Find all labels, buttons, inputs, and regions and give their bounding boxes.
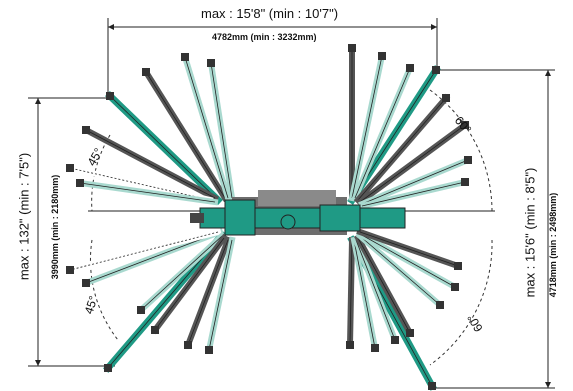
outrigger-arm-centerline	[359, 235, 441, 306]
outrigger-arm-centerline	[208, 239, 233, 351]
outrigger-arm-centerline	[357, 97, 447, 201]
outrigger-foot-pad	[461, 178, 469, 186]
outrigger-foot-pad	[391, 336, 399, 344]
outrigger-arm-centerline	[140, 235, 223, 311]
outrigger-foot-pad	[436, 301, 444, 309]
outrigger-foot-pad	[346, 341, 354, 349]
outrigger-foot-pad	[106, 92, 114, 100]
outrigger-arm-centerline	[351, 55, 383, 199]
outrigger-arm	[66, 164, 214, 204]
outrigger-arm-centerline	[79, 182, 216, 203]
outrigger-foot-pad	[82, 126, 90, 134]
width-metric-label: 4782mm (min : 3232mm)	[212, 32, 317, 42]
outrigger-foot-pad	[66, 266, 74, 274]
outrigger-arm-centerline	[353, 239, 376, 349]
outrigger-foot-pad	[406, 64, 414, 72]
outrigger-foot-pad	[454, 262, 462, 270]
outrigger-foot-pad	[464, 156, 472, 164]
outrigger-foot-pad	[378, 52, 386, 60]
outrigger-foot-pad	[205, 346, 213, 354]
outrigger-foot-pad	[451, 283, 459, 291]
outrigger-arm-centerline	[69, 231, 219, 271]
outrigger-arm-centerline	[359, 231, 459, 267]
outrigger-foot-pad	[181, 53, 189, 61]
outrigger-arm-centerline	[361, 181, 466, 207]
outrigger-arm-centerline	[355, 239, 396, 341]
right-height-imperial-label: max : 15'6" (min : 8'5")	[522, 167, 538, 298]
outrigger-arm-centerline	[359, 233, 456, 288]
outriggers	[66, 44, 472, 391]
outrigger-foot-pad	[461, 121, 469, 129]
outrigger-arm-centerline	[361, 159, 469, 205]
outrigger-arm-centerline	[154, 237, 225, 331]
outrigger-arm-centerline	[85, 231, 221, 284]
left-height-imperial-label: max : 132" (min : 7'5")	[16, 152, 32, 281]
outrigger-foot-pad	[207, 59, 215, 67]
width-imperial-label: max : 15'8" (min : 10'7")	[201, 6, 339, 21]
outrigger-foot-pad	[82, 279, 90, 287]
outrigger-foot-pad	[137, 306, 145, 314]
outrigger-foot-pad	[76, 179, 84, 187]
outrigger-foot-pad	[428, 382, 436, 390]
outrigger-foot-pad	[142, 68, 150, 76]
outrigger-arm-centerline	[359, 124, 466, 203]
outrigger-foot-pad	[151, 326, 159, 334]
outrigger-arm-centerline	[357, 237, 411, 334]
outrigger-arm-centerline	[85, 129, 216, 199]
outrigger-foot-pad	[348, 44, 356, 52]
outrigger-arm-centerline	[354, 67, 411, 199]
outrigger-foot-pad	[66, 164, 74, 172]
outrigger-arm-centerline	[145, 71, 226, 199]
outrigger-arm-centerline	[109, 95, 219, 201]
outrigger-foot-pad	[442, 94, 450, 102]
outrigger-arm-centerline	[184, 56, 229, 199]
outrigger-arm-centerline	[210, 62, 233, 199]
outrigger-arm-centerline	[187, 239, 229, 346]
outrigger-arm-centerline	[349, 239, 353, 346]
outrigger-foot-pad	[432, 66, 440, 74]
outrigger-foot-pad	[184, 341, 192, 349]
outrigger-foot-pad	[104, 364, 112, 372]
machine-body	[190, 190, 406, 236]
outrigger-foot-pad	[406, 329, 414, 337]
outrigger-foot-pad	[371, 344, 379, 352]
right-height-metric-label: 4718mm (min : 2498mm)	[548, 192, 558, 298]
left-height-metric-label: 3990mm (min : 2180mm)	[50, 174, 60, 280]
